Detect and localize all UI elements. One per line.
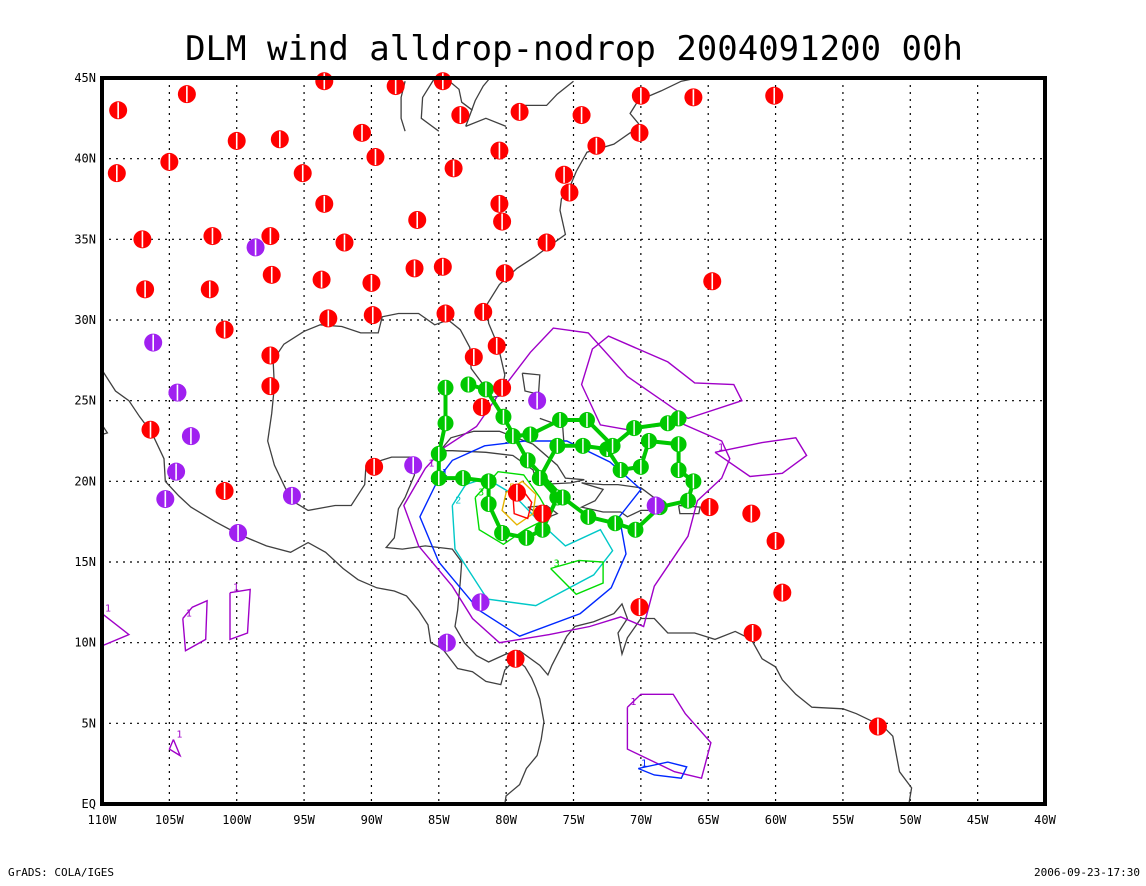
station-markers <box>107 72 887 736</box>
coastline <box>101 369 545 805</box>
x-axis-labels: 110W 105W 100W 95W 90W 85W 80W 75W 70W 65W 60W 55W 5… <box>88 813 1057 827</box>
map-title: DLM wind alldrop-nodrop 2004091200 00h <box>185 29 963 69</box>
contour-line <box>637 761 688 779</box>
wind-difference-contours: 11123356111111 <box>101 327 808 780</box>
coastline <box>272 77 698 399</box>
y-tick-label: 10N <box>74 636 96 650</box>
footer-left: GrADS: COLA/IGES <box>8 866 114 879</box>
y-tick-label: 35N <box>74 232 96 246</box>
y-tick-label: 5N <box>82 716 96 730</box>
y-tick-label: 45N <box>74 71 96 85</box>
contour-line <box>101 613 131 647</box>
x-tick-label: 110W <box>88 813 118 827</box>
coastline <box>519 80 574 107</box>
contour-label: 1 <box>718 442 724 453</box>
footer-right: 2006-09-23-17:30 <box>1034 866 1140 879</box>
x-tick-label: 100W <box>222 813 252 827</box>
x-tick-label: 40W <box>1034 813 1056 827</box>
contour-line <box>419 440 642 637</box>
y-axis-labels: EQ 5N 10N 15N 20N 25N 30N 35N 40N 45N <box>74 71 96 811</box>
x-tick-label: 70W <box>630 813 652 827</box>
x-tick-label: 50W <box>899 813 921 827</box>
contour-line <box>168 739 182 758</box>
x-tick-label: 60W <box>765 813 787 827</box>
y-tick-label: 25N <box>74 394 96 408</box>
x-tick-label: 95W <box>293 813 315 827</box>
x-tick-label: 55W <box>832 813 854 827</box>
storm-track <box>430 376 702 546</box>
contour-line <box>229 588 251 641</box>
coastline <box>465 77 491 127</box>
contour-label: 1 <box>641 759 647 770</box>
y-tick-label: 30N <box>74 313 96 327</box>
coastline <box>420 77 440 132</box>
contour-label: 1 <box>428 458 434 469</box>
x-tick-label: 80W <box>495 813 517 827</box>
contour-line <box>550 559 604 596</box>
contour-label: 1 <box>176 729 182 740</box>
x-tick-label: 105W <box>155 813 185 827</box>
contour-label: 1 <box>105 604 111 615</box>
x-tick-label: 85W <box>428 813 450 827</box>
y-tick-label: 15N <box>74 555 96 569</box>
coastline <box>439 430 585 486</box>
y-tick-label: 20N <box>74 474 96 488</box>
x-tick-label: 45W <box>967 813 989 827</box>
contour-label: 1 <box>186 608 192 619</box>
coastline <box>521 372 541 396</box>
coastline <box>465 117 507 128</box>
contour-line <box>714 437 808 478</box>
y-tick-label: 40N <box>74 152 96 166</box>
coastline <box>445 77 473 111</box>
contour-label: 3 <box>478 487 484 498</box>
x-tick-label: 75W <box>563 813 585 827</box>
contour-label: 3 <box>554 558 560 569</box>
contour-label: 1 <box>233 583 239 594</box>
contour-line <box>501 480 537 526</box>
x-tick-label: 90W <box>361 813 383 827</box>
contour-label: 1 <box>630 697 636 708</box>
contour-line <box>182 599 208 652</box>
plot-frame <box>100 76 1047 806</box>
contour-line <box>626 693 712 780</box>
x-tick-label: 65W <box>697 813 719 827</box>
contour-label: 2 <box>455 496 461 507</box>
coastline <box>579 482 664 518</box>
y-tick-label: EQ <box>82 797 96 811</box>
